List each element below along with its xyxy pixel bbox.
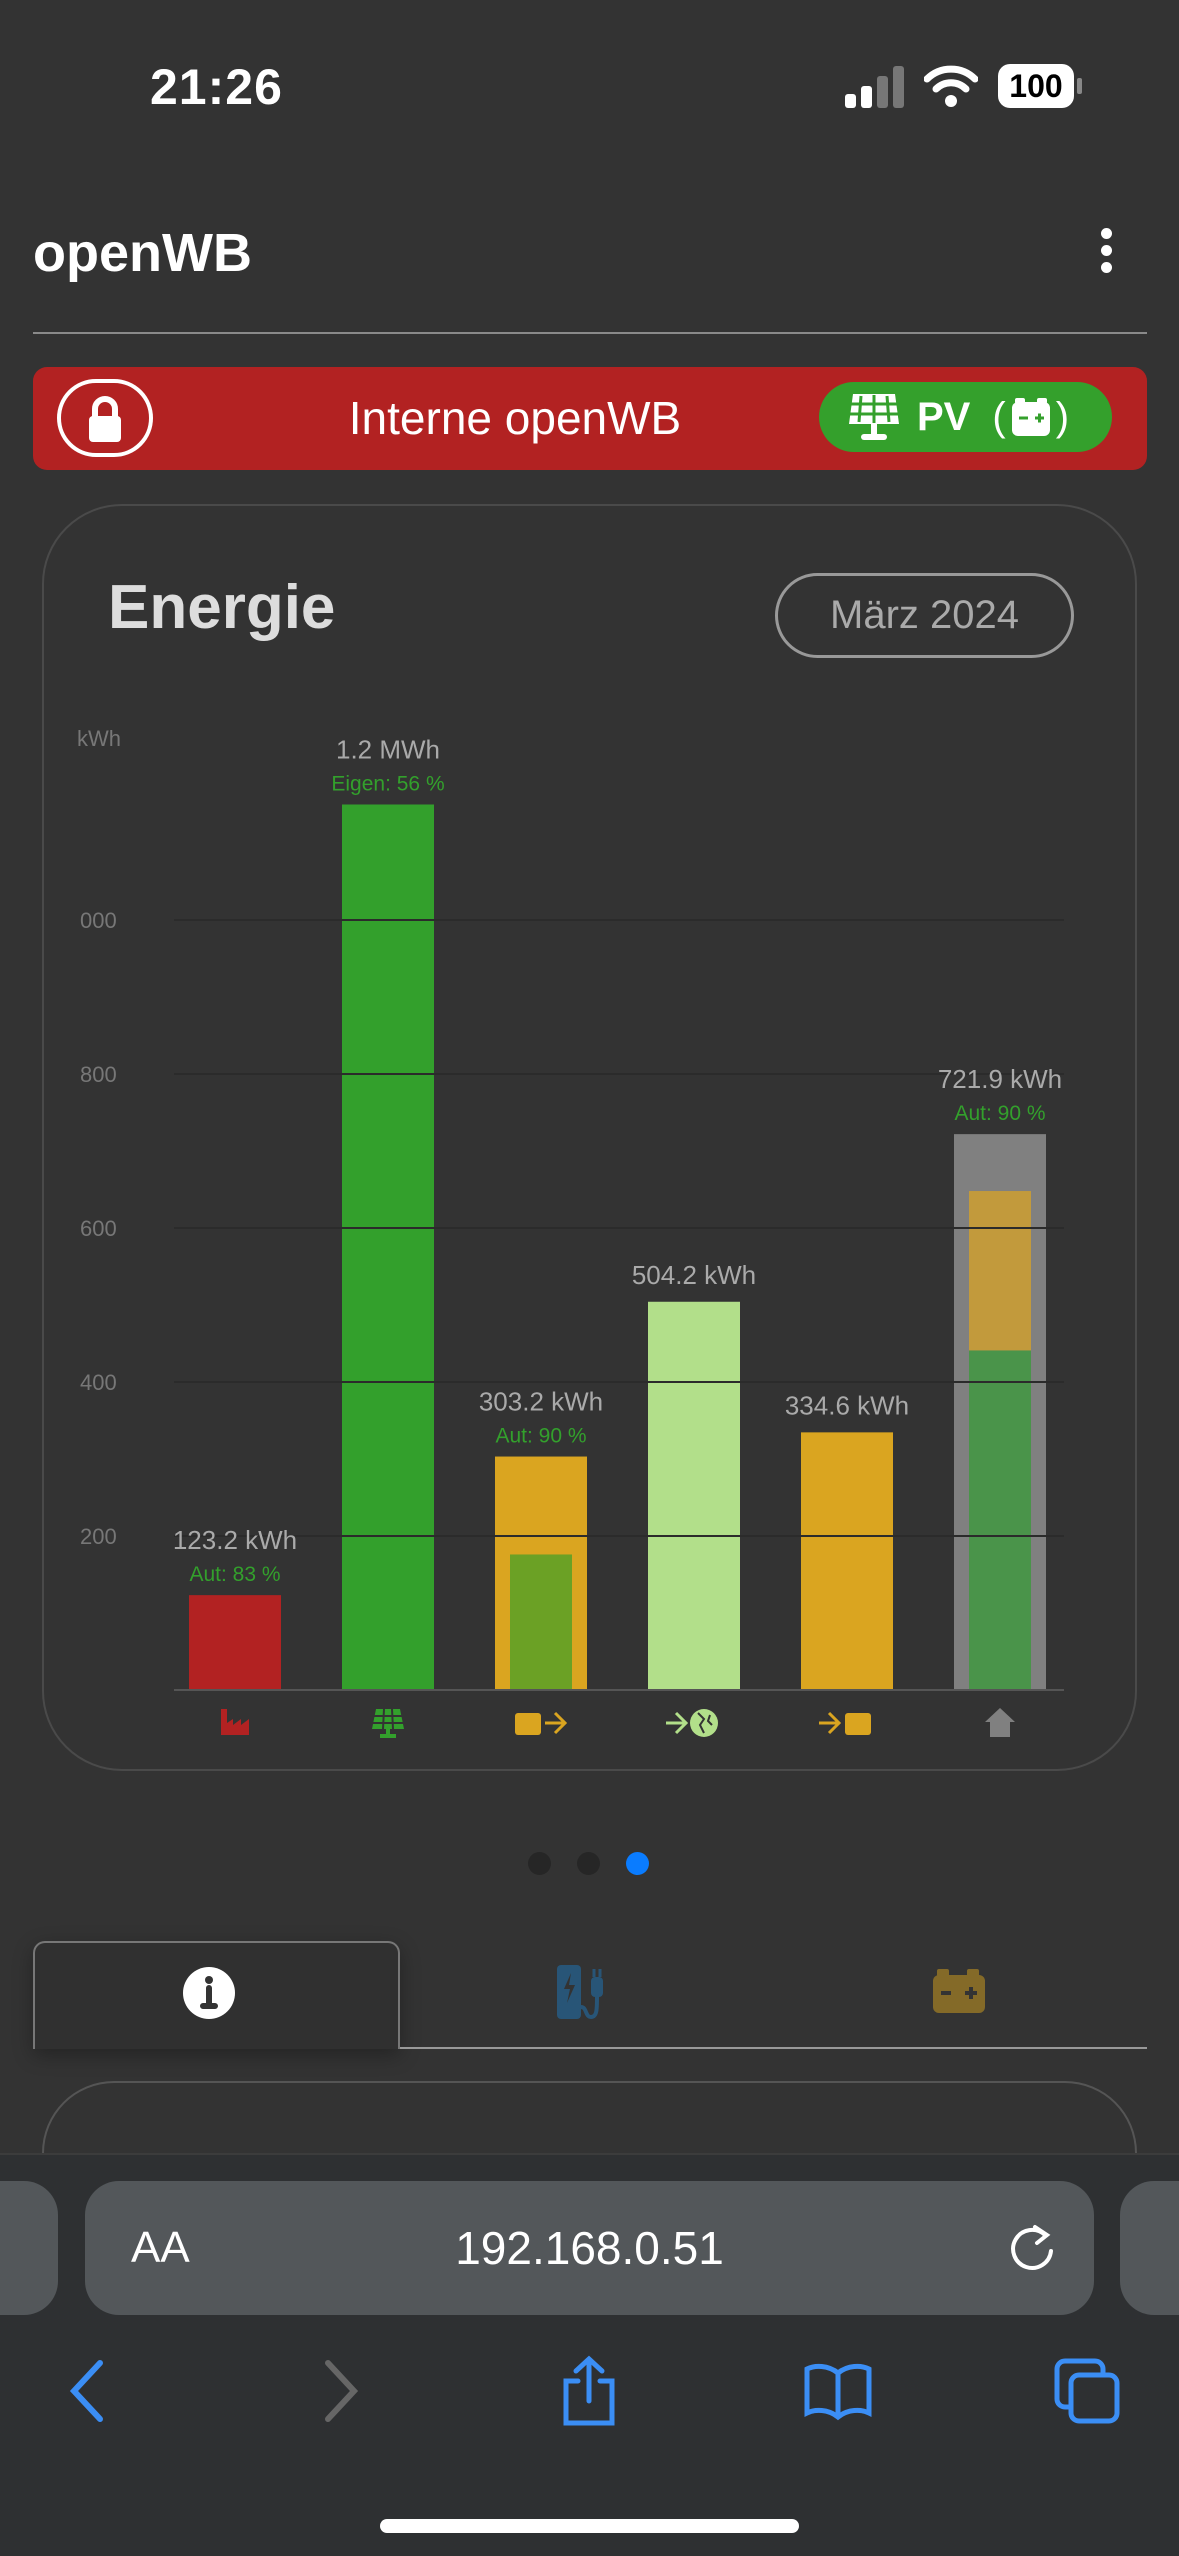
- battery-tip: [1077, 78, 1082, 94]
- bar-value-label: 334.6 kWh: [785, 1390, 909, 1420]
- factory-shape: [221, 1709, 249, 1735]
- pager-dot-active[interactable]: [626, 1852, 649, 1875]
- charge-mode-badge[interactable]: PV ( ): [819, 382, 1112, 452]
- bookmarks-icon[interactable]: [803, 2355, 873, 2427]
- y-axis-label: kWh: [77, 726, 121, 751]
- house-icon: [985, 1708, 1015, 1737]
- forward-icon[interactable]: [306, 2355, 376, 2427]
- bar-value-label: 123.2 kWh: [173, 1525, 297, 1555]
- y-tick-label: 200: [80, 1524, 117, 1549]
- battery: [515, 1713, 541, 1735]
- app-title: openWB: [33, 223, 252, 283]
- bar-grid-import: [189, 1595, 281, 1690]
- header-divider: [33, 332, 1147, 334]
- export-globe-icon: [666, 1709, 718, 1737]
- globe-lines: [697, 1712, 713, 1734]
- date-picker-button[interactable]: März 2024: [775, 573, 1074, 658]
- chargepoint-banner[interactable]: Interne openWB PV ( ): [33, 367, 1147, 470]
- battery-icon: [1011, 398, 1050, 436]
- bar-segment: [969, 1191, 1031, 1351]
- back-icon[interactable]: [52, 2355, 122, 2427]
- pager-dot[interactable]: [577, 1852, 600, 1875]
- y-tick-label: 800: [80, 1062, 117, 1087]
- globe: [690, 1709, 718, 1737]
- reload-icon[interactable]: [1005, 2221, 1061, 2277]
- share-icon[interactable]: [554, 2355, 624, 2427]
- url-text[interactable]: 192.168.0.51: [455, 2222, 724, 2274]
- bar-sublabel: Eigen: 56 %: [331, 773, 444, 796]
- battery-out-icon: [515, 1711, 568, 1735]
- paren-open: (: [992, 394, 1006, 439]
- battery-in-icon: [819, 1711, 871, 1735]
- bar-sublabel: Aut: 83 %: [189, 1563, 280, 1586]
- panel-base: [380, 1734, 396, 1738]
- energy-bar-chart: kWh 200 400 600 800 000 123.2 kWh Aut: 83 % 1.2…: [77, 726, 1064, 1738]
- lock-icon: [89, 396, 121, 442]
- reader-settings-button[interactable]: AA: [131, 2223, 190, 2272]
- address-bar[interactable]: AA 192.168.0.51: [85, 2181, 1094, 2315]
- bar-battery-charge: [801, 1432, 893, 1690]
- home-indicator: [380, 2519, 799, 2533]
- more-menu-button[interactable]: [1090, 228, 1122, 280]
- safari-toolbar: AA 192.168.0.51: [0, 2153, 1179, 2556]
- bar-sublabel: Aut: 90 %: [495, 1425, 586, 1448]
- lock-button[interactable]: [57, 379, 153, 457]
- house-shape: [985, 1708, 1015, 1737]
- charge-point-icon: [557, 1965, 603, 2020]
- tab-charge-point[interactable]: [555, 1963, 621, 2023]
- paren-close: ): [1055, 394, 1070, 439]
- energy-card: Energie März 2024 kWh 200 400 600 800 000 123…: [42, 504, 1137, 1771]
- arrow: [545, 1711, 568, 1735]
- pager-dot[interactable]: [528, 1852, 551, 1875]
- bar-pv: [342, 804, 434, 1690]
- battery-icon: [933, 1969, 985, 2013]
- bar-value-label: 303.2 kWh: [479, 1387, 603, 1417]
- wifi-icon: [924, 65, 978, 107]
- next-tab-field[interactable]: [1120, 2181, 1179, 2315]
- bar-value-label: 721.9 kWh: [938, 1064, 1062, 1094]
- card-title: Energie: [108, 573, 336, 642]
- bar-grid-export: [648, 1301, 740, 1690]
- charge-mode-label: PV: [917, 394, 971, 439]
- battery-status: 100: [998, 64, 1074, 108]
- bar-sublabel: Aut: 90 %: [954, 1102, 1045, 1125]
- panel: [372, 1709, 404, 1729]
- bar-value-label: 504.2 kWh: [632, 1260, 756, 1290]
- solar-panel-icon: [849, 394, 899, 440]
- y-tick-label: 000: [80, 908, 117, 933]
- info-icon: [183, 1967, 235, 2019]
- y-tick-label: 600: [80, 1216, 117, 1241]
- carousel-pager: [528, 1852, 649, 1875]
- tabs-icon[interactable]: [1053, 2355, 1123, 2427]
- factory-icon: [221, 1709, 249, 1735]
- banner-title: Interne openWB: [348, 392, 682, 444]
- previous-tab-field[interactable]: [0, 2181, 58, 2315]
- status-time: 21:26: [150, 59, 283, 115]
- solar-panel-icon: [372, 1708, 404, 1738]
- info-card: [42, 2081, 1137, 2153]
- panel-lines: [373, 1708, 403, 1730]
- arrow: [666, 1711, 689, 1735]
- bar-segment: [510, 1554, 572, 1690]
- tab-battery[interactable]: [929, 1963, 989, 2023]
- arrow: [819, 1711, 842, 1735]
- tab-underline: [400, 2047, 1147, 2049]
- bar-segment: [969, 1350, 1031, 1690]
- signal-icon: [845, 66, 904, 108]
- panel-post: [386, 1729, 390, 1735]
- bar-value-label: 1.2 MWh: [336, 735, 440, 765]
- battery: [845, 1713, 871, 1735]
- y-tick-label: 400: [80, 1370, 117, 1395]
